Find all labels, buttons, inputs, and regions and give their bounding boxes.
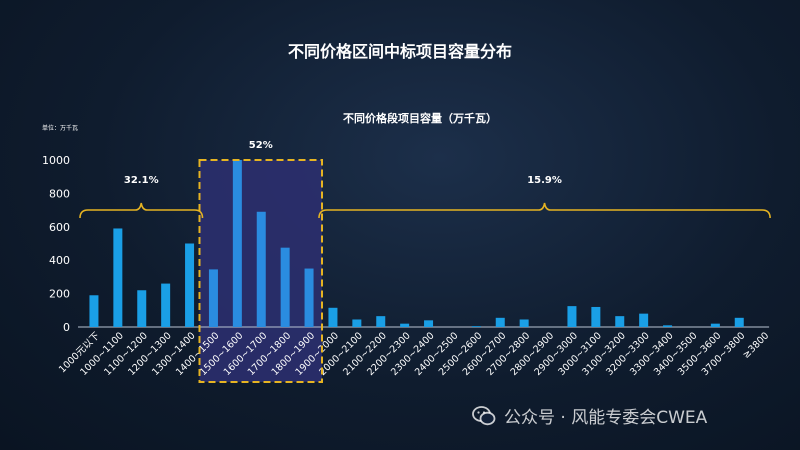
bar [400, 323, 410, 327]
bar [280, 247, 290, 327]
group-label: 52% [249, 140, 273, 151]
y-tick-label: 400 [49, 254, 70, 267]
y-tick-label: 800 [49, 187, 70, 200]
chart-title: 不同价格段项目容量（万千瓦） [343, 111, 497, 125]
bar [710, 323, 720, 327]
x-tick-label: ≥3800 [741, 330, 772, 361]
group-bracket [318, 202, 771, 219]
bar [113, 228, 123, 327]
bar [639, 313, 649, 327]
bar [328, 307, 338, 327]
highlight-box [198, 159, 323, 383]
bar [376, 316, 386, 327]
bar [615, 316, 625, 327]
unit-label: 单位：万千瓦 [42, 124, 78, 132]
bar [495, 317, 505, 327]
bar [256, 211, 266, 327]
y-tick-label: 200 [49, 288, 70, 301]
page-title: 不同价格区间中标项目容量分布 [287, 42, 512, 61]
group-bracket [79, 202, 204, 219]
y-tick-label: 1000 [42, 154, 70, 167]
group-label: 32.1% [124, 175, 159, 186]
bar [89, 295, 99, 327]
bar [471, 326, 481, 327]
bar [137, 290, 147, 327]
bar [185, 243, 195, 327]
bar [734, 317, 744, 327]
bar [424, 320, 434, 327]
wechat-icon [472, 405, 496, 425]
bar [232, 160, 242, 327]
bar [591, 306, 601, 327]
bar [663, 325, 673, 327]
y-tick-label: 0 [63, 321, 70, 334]
bar [567, 306, 577, 327]
bar [352, 319, 362, 327]
bar [161, 283, 171, 327]
bar [208, 269, 218, 327]
group-label: 15.9% [527, 175, 562, 186]
bar [519, 319, 529, 327]
y-tick-label: 600 [49, 221, 70, 234]
watermark: 公众号 · 风能专委会CWEA [472, 403, 707, 428]
watermark-text: 公众号 · 风能专委会CWEA [504, 408, 708, 428]
bar [304, 268, 314, 327]
